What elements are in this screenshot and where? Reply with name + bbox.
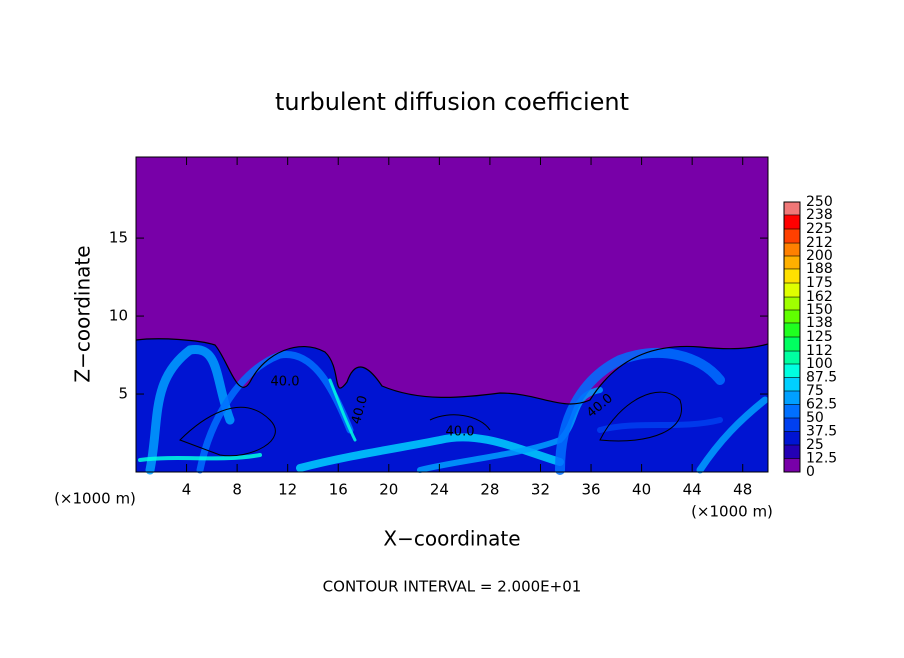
y-tick-label: 10 [109,307,128,325]
field-streak [145,345,235,475]
colorbar-band [784,202,800,215]
x-tick-label: 32 [531,481,550,499]
x-unit-label: (×1000 m) [54,490,136,508]
colorbar-band [784,418,800,432]
colorbar-band [784,351,800,364]
colorbar-band [784,297,800,310]
x-unit-label: (×1000 m) [691,503,773,521]
colorbar-label: 37.5 [806,424,837,440]
colorbar-label: 175 [806,275,833,291]
x-tick-label: 28 [480,481,499,499]
colorbar-band [784,310,800,323]
x-tick-label: 36 [581,481,600,499]
colorbar-label: 62.5 [806,397,837,413]
field-streak [696,396,769,474]
colorbar-band [784,337,800,352]
colorbar-label: 0 [806,464,815,480]
colorbar-label: 25 [806,437,824,453]
field-streak [597,417,723,433]
x-tick-label: 20 [379,481,398,499]
annotation: CONTOUR INTERVAL = 2.000E+01 [323,578,582,596]
colorbar-label: 138 [806,315,833,331]
contour-label: 40.0 [446,425,475,440]
field-streak [328,378,357,442]
colorbar-band [784,268,800,283]
y-axis-label: Z−coordinate [71,245,95,382]
colorbar-band [784,431,800,445]
colorbar-band [784,445,800,459]
x-tick-label: 12 [278,481,297,499]
colorbar-label: 100 [806,356,833,372]
colorbar-band [784,391,800,405]
colorbar-label: 112 [806,343,833,359]
x-axis-label: X−coordinate [383,527,520,551]
colorbar-label: 250 [806,194,833,210]
colorbar-band [784,364,800,378]
colorbar-band [784,243,800,256]
colorbar-label: 188 [806,261,833,277]
x-tick-label: 24 [430,481,449,499]
contour-line [179,406,276,457]
colorbar-label: 125 [806,329,833,345]
x-tick-label: 16 [329,481,348,499]
x-tick-label: 8 [232,481,242,499]
chart-title: turbulent diffusion coefficient [275,88,629,116]
colorbar-label: 212 [806,235,833,251]
field-streak [196,350,354,474]
colorbar-band [784,377,800,391]
field-streak [138,453,262,462]
colorbar-band [784,322,800,337]
colorbar-band [784,214,800,229]
plot-frame [135,156,769,473]
x-tick-label: 4 [182,481,192,499]
contour-line [429,414,491,431]
contour-field: 40.040.040.040.0 [135,156,769,475]
colorbar-label: 12.5 [806,451,837,467]
colorbar-band [784,256,800,269]
x-tick-label: 48 [733,481,752,499]
colorbar-label: 238 [806,207,833,223]
colorbar-label: 225 [806,221,833,237]
contour-label: 40.0 [349,394,371,426]
x-tick-label: 40 [632,481,651,499]
y-tick-label: 15 [109,229,128,247]
field-region [136,338,768,472]
field-streak [555,348,725,475]
colorbar-label: 150 [806,302,833,318]
colorbar-label: 75 [806,383,824,399]
x-tick-label: 44 [683,481,702,499]
colorbar-label: 87.5 [806,370,837,386]
y-tick-label: 5 [118,385,128,403]
colorbar-band [784,458,800,472]
colorbar-band [784,283,800,298]
colorbar-band [784,404,800,418]
colorbar-label: 50 [806,410,824,426]
colorbar-band [784,229,800,244]
contour-line [135,338,769,405]
colorbar-label: 200 [806,248,833,264]
colorbar-label: 162 [806,289,833,305]
contour-label: 40.0 [271,375,300,390]
contour-line [599,391,682,442]
